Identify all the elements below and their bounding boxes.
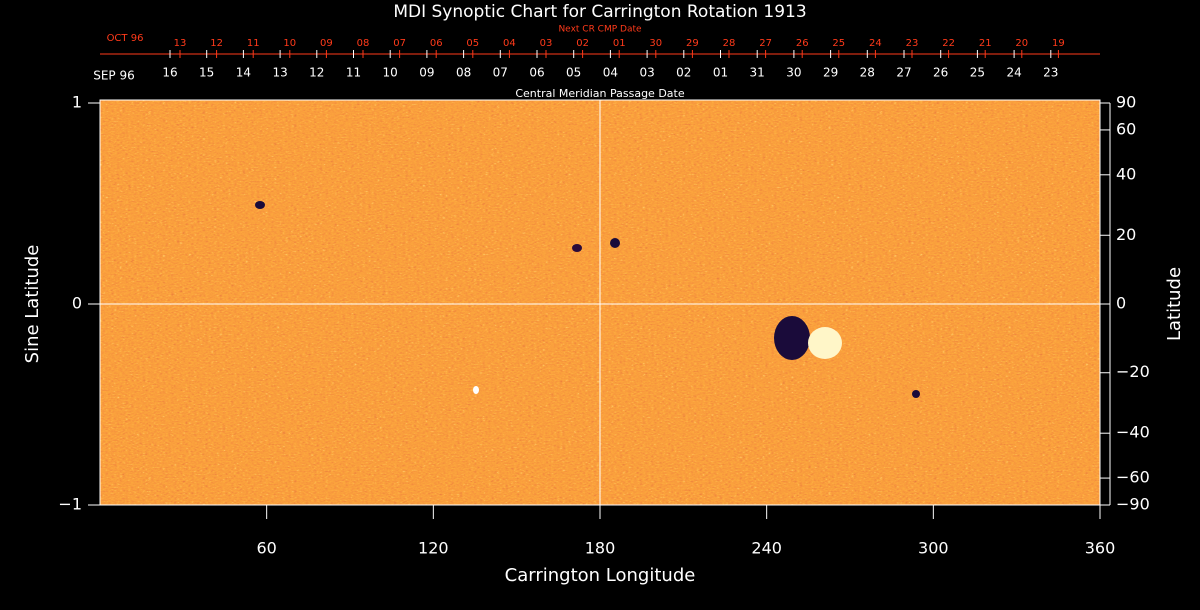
date-label: 11	[346, 66, 361, 80]
spot	[572, 244, 582, 252]
pos-region	[808, 327, 842, 359]
date-axis-start: OCT 96	[107, 33, 144, 44]
date-label: 25	[970, 66, 985, 80]
x-tick-label: 300	[918, 539, 949, 558]
date-label: 12	[210, 38, 223, 49]
date-label: 24	[1006, 66, 1021, 80]
date-label: 05	[566, 66, 581, 80]
date-label: 02	[676, 66, 691, 80]
date-label: 01	[713, 66, 728, 80]
date-label: 07	[393, 38, 406, 49]
date-label: 09	[320, 38, 333, 49]
y-tick-label: 1	[72, 93, 82, 112]
date-label: 06	[430, 38, 443, 49]
x-axis-label: Carrington Longitude	[505, 565, 696, 586]
date-label: 09	[419, 66, 434, 80]
spot	[473, 386, 479, 394]
date-label: 12	[309, 66, 324, 80]
next-cr-axis-label: Next CR CMP Date	[558, 25, 642, 35]
spot	[255, 201, 265, 209]
date-label: 26	[796, 38, 809, 49]
spot	[610, 238, 620, 248]
date-label: 30	[786, 66, 801, 80]
date-label: 10	[283, 38, 296, 49]
date-label: 07	[493, 66, 508, 80]
date-label: 16	[162, 66, 177, 80]
x-tick-label: 360	[1085, 539, 1116, 558]
date-label: 27	[759, 38, 772, 49]
neg-region	[774, 316, 810, 360]
date-label: 19	[1052, 38, 1065, 49]
y2-tick-label: 20	[1116, 225, 1136, 244]
date-label: 14	[236, 66, 251, 80]
y-tick-label: −1	[58, 495, 82, 514]
date-label: 20	[1015, 38, 1028, 49]
y2-tick-label: −90	[1116, 495, 1150, 514]
date-label: 05	[466, 38, 479, 49]
date-label: 24	[869, 38, 882, 49]
date-label: 23	[1043, 66, 1058, 80]
y2-tick-label: −20	[1116, 362, 1150, 381]
date-label: 22	[942, 38, 955, 49]
date-label: 29	[686, 38, 699, 49]
date-axis-start: SEP 96	[93, 69, 135, 83]
date-label: 23	[906, 38, 919, 49]
active-regions	[255, 201, 920, 398]
date-label: 21	[979, 38, 992, 49]
date-label: 28	[723, 38, 736, 49]
date-label: 03	[540, 38, 553, 49]
date-label: 28	[860, 66, 875, 80]
date-label: 31	[750, 66, 765, 80]
y-tick-label: 0	[72, 294, 82, 313]
y-axis-label: Sine Latitude	[22, 245, 43, 364]
date-label: 08	[357, 38, 370, 49]
x-tick-label: 60	[256, 539, 276, 558]
date-label: 27	[896, 66, 911, 80]
y2-tick-label: −60	[1116, 468, 1150, 487]
date-label: 13	[272, 66, 287, 80]
date-label: 30	[649, 38, 662, 49]
date-label: 03	[639, 66, 654, 80]
y2-tick-label: 40	[1116, 164, 1136, 183]
date-label: 15	[199, 66, 214, 80]
date-label: 04	[503, 38, 516, 49]
date-label: 01	[613, 38, 626, 49]
date-label: 04	[603, 66, 618, 80]
x-tick-label: 180	[585, 539, 616, 558]
x-tick-label: 120	[418, 539, 449, 558]
y2-tick-label: −40	[1116, 423, 1150, 442]
date-label: 13	[174, 38, 187, 49]
y2-tick-label: 60	[1116, 119, 1136, 138]
date-label: 11	[247, 38, 260, 49]
date-label: 02	[576, 38, 589, 49]
date-label: 08	[456, 66, 471, 80]
date-label: 25	[832, 38, 845, 49]
y2-tick-label: 0	[1116, 294, 1126, 313]
x-tick-label: 240	[751, 539, 782, 558]
date-label: 10	[383, 66, 398, 80]
chart-title: MDI Synoptic Chart for Carrington Rotati…	[393, 2, 806, 22]
date-label: 29	[823, 66, 838, 80]
y2-tick-label: 90	[1116, 93, 1136, 112]
cmp-axis-label: Central Meridian Passage Date	[515, 87, 684, 100]
date-label: 26	[933, 66, 948, 80]
date-label: 06	[529, 66, 544, 80]
spot	[912, 390, 920, 398]
y2-axis-label: Latitude	[1164, 267, 1185, 341]
